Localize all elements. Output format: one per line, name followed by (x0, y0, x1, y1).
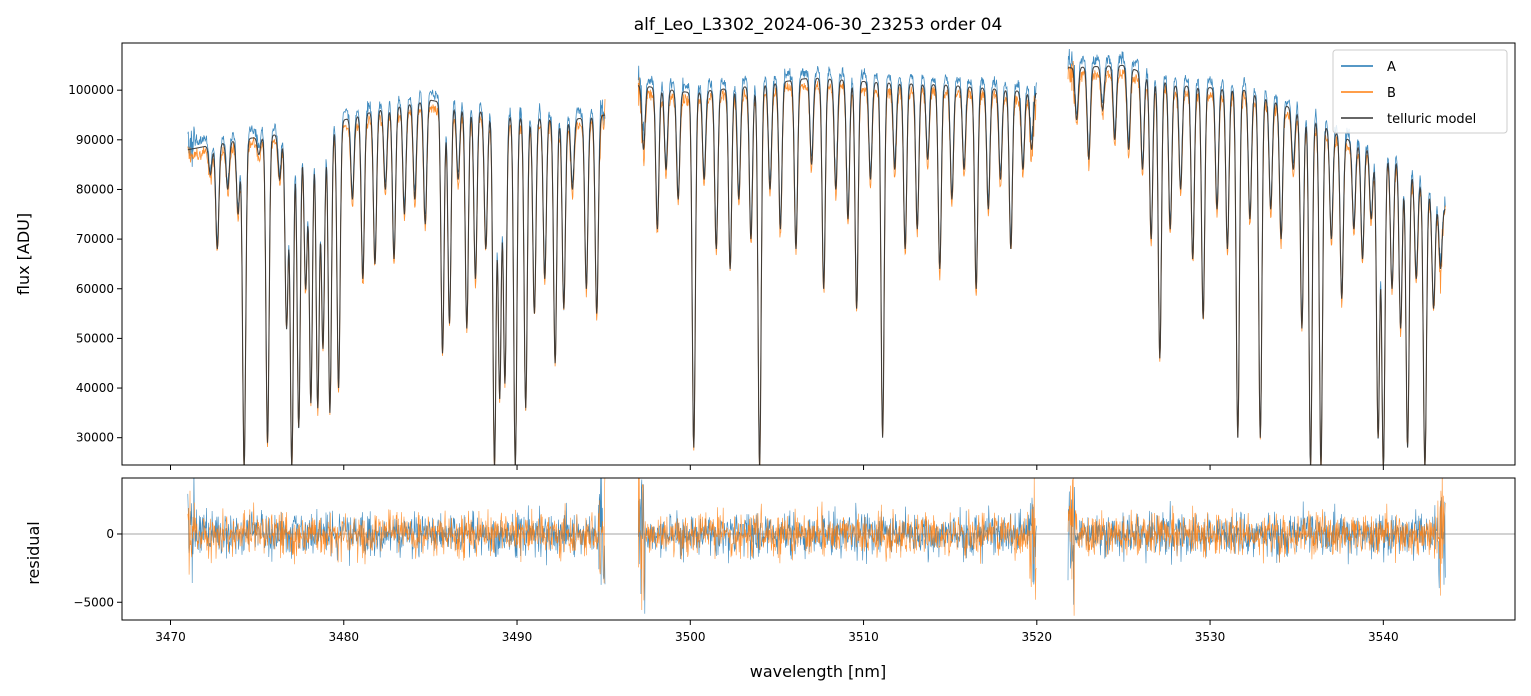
flux-y-tick-label: 50000 (76, 331, 114, 345)
x-tick-label: 3470 (155, 630, 186, 644)
flux-y-tick-label: 70000 (76, 232, 114, 246)
residual-y-axis-label: residual (24, 521, 43, 584)
residual-y-tick-label: 0 (106, 527, 114, 541)
flux-plot-area (187, 48, 1446, 465)
residual-axes-frame (121, 477, 1516, 621)
x-tick-label: 3490 (502, 630, 533, 644)
flux-y-tick-label: 80000 (76, 182, 114, 196)
flux-y-tick-label: 60000 (76, 282, 114, 296)
x-tick-label: 3520 (1022, 630, 1053, 644)
flux-y-tick-label: 30000 (76, 431, 114, 445)
x-tick-label: 3540 (1368, 630, 1399, 644)
x-tick-label: 3500 (675, 630, 706, 644)
flux-y-ticks: 30000 40000 50000 60000 70000 80000 90000 10000… (68, 83, 122, 445)
legend-label-a: A (1387, 60, 1396, 75)
residual-plot-area (122, 478, 1515, 616)
flux-axes-frame (121, 42, 1516, 466)
chart-title: alf_Leo_L3302_2024-06-30_23253 order 04 (634, 15, 1003, 35)
x-tick-label: 3530 (1195, 630, 1226, 644)
flux-line-telluric-seg2 (1068, 64, 1446, 465)
residual-x-ticks: 3470 3480 3490 3500 3510 3520 3530 3540 (155, 620, 1399, 644)
residual-line-b-seg0 (187, 478, 606, 584)
residual-y-ticks: −5000 0 (73, 527, 122, 609)
flux-line-telluric-seg0 (187, 99, 606, 465)
x-axis-label: wavelength [nm] (750, 662, 887, 681)
residual-line-b-seg1 (638, 478, 1037, 611)
flux-x-ticks (170, 465, 1384, 470)
flux-y-tick-label: 100000 (68, 83, 114, 97)
residual-line-b-seg2 (1067, 478, 1446, 616)
flux-y-tick-label: 40000 (76, 381, 114, 395)
x-tick-label: 3480 (328, 630, 359, 644)
legend: A B telluric model (1332, 49, 1508, 134)
legend-label-telluric: telluric model (1387, 112, 1476, 127)
flux-y-axis-label: flux [ADU] (14, 213, 33, 295)
x-tick-label: 3510 (848, 630, 879, 644)
legend-label-b: B (1387, 86, 1396, 101)
flux-y-tick-label: 90000 (76, 133, 114, 147)
residual-y-tick-label: −5000 (73, 595, 114, 609)
flux-line-telluric-seg1 (637, 77, 1037, 465)
legend-box (1332, 49, 1508, 134)
